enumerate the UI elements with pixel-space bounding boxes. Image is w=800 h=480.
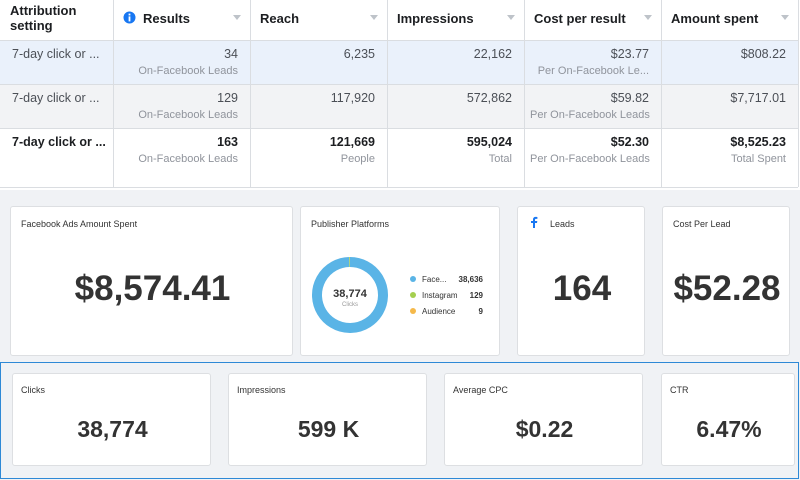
info-icon [123, 11, 136, 24]
table-cell-value: 163 [217, 135, 238, 149]
legend-value: 38,636 [459, 275, 484, 284]
facebook-glyph [531, 216, 538, 228]
table-cell-subtext: Per On-Facebook Le... [537, 65, 649, 77]
card-title: Impressions [237, 385, 286, 395]
table-cell-value: 34 [224, 47, 238, 61]
selected-section [0, 362, 799, 479]
table-row [0, 84, 798, 128]
column-header[interactable]: Cost per result [534, 11, 626, 26]
metric-card: Clicks 38,774 [12, 373, 211, 466]
info-stem [128, 16, 131, 22]
card-title: Clicks [21, 385, 45, 395]
caret-shape [370, 15, 378, 20]
info-dot [128, 13, 131, 16]
table-cell-subtext: Per On-Facebook Leads [530, 153, 650, 165]
sort-caret[interactable] [643, 14, 653, 22]
table-cell-value: 7-day click or ... [12, 135, 106, 149]
table-cell-value: 129 [217, 91, 238, 105]
metric-card: Impressions 599 K [228, 373, 427, 466]
chart-card: Publisher Platforms Face... 38,636 Instagra… [300, 206, 500, 356]
donut-slice [312, 257, 388, 333]
card-title: Cost Per Lead [673, 219, 731, 229]
card-value: 38,774 [77, 416, 148, 442]
metric-card: Leads 164 [517, 206, 645, 356]
table-row [0, 128, 798, 187]
card-value: 6.47% [696, 416, 762, 442]
donut-center-label: Clicks [342, 302, 358, 308]
table-cell-subtext: On-Facebook Leads [138, 65, 238, 77]
caret-shape [507, 15, 515, 20]
facebook-icon [531, 216, 538, 228]
column-header[interactable]: Impressions [397, 11, 474, 26]
column-divider [798, 0, 799, 187]
card-value: $52.28 [673, 269, 781, 308]
table-cell-value: 7-day click or ... [12, 47, 100, 61]
table-cell-value: $7,717.01 [730, 91, 786, 105]
column-divider [387, 0, 388, 187]
sort-caret[interactable] [232, 14, 242, 22]
table-cell-value: 595,024 [466, 135, 512, 149]
sort-caret[interactable] [780, 14, 790, 22]
legend-value: 129 [470, 291, 484, 300]
column-header[interactable]: Reach [260, 11, 300, 26]
column-header[interactable]: Amount spent [671, 11, 759, 26]
chart-title: Publisher Platforms [311, 219, 390, 229]
legend-value: 9 [479, 307, 484, 316]
sort-caret[interactable] [506, 14, 516, 22]
metric-card: Cost Per Lead $52.28 [662, 206, 790, 356]
column-divider [524, 0, 525, 187]
table-cell-value: $52.30 [610, 135, 649, 149]
card-title: Facebook Ads Amount Spent [21, 219, 138, 229]
metric-card: Facebook Ads Amount Spent $8,574.41 [10, 206, 293, 356]
legend-swatch [410, 308, 416, 314]
card-title: Leads [550, 219, 575, 229]
column-header[interactable]: Results [143, 11, 190, 26]
column-header[interactable]: Attribution setting [10, 3, 77, 33]
legend-label: Instagram [422, 291, 458, 300]
table-cell-subtext: People [340, 153, 375, 165]
card-title: CTR [670, 385, 689, 395]
caret-shape [233, 15, 241, 20]
table-cell-subtext: Total [488, 153, 512, 165]
column-divider [250, 0, 251, 187]
card-value: $0.22 [515, 416, 574, 442]
legend-swatch [410, 276, 416, 282]
table-row [0, 40, 798, 84]
legend-label: Audience [422, 307, 456, 316]
table-cell-value: $23.77 [610, 47, 649, 61]
legend-label: Face... [422, 275, 446, 284]
caret-shape [644, 15, 652, 20]
metric-card: CTR 6.47% [661, 373, 795, 466]
column-divider [661, 0, 662, 187]
table-cell-value: 22,162 [473, 47, 512, 61]
table-bottom-border [0, 187, 798, 188]
table-cell-value: $8,525.23 [730, 135, 786, 149]
table-cell-value: 7-day click or ... [12, 91, 100, 105]
sort-caret[interactable] [369, 14, 379, 22]
table-cell-subtext: On-Facebook Leads [138, 153, 238, 165]
table-cell-value: 117,920 [330, 91, 375, 105]
table-cell-subtext: On-Facebook Leads [138, 109, 238, 121]
legend-swatch [410, 292, 416, 298]
card-value: 599 K [297, 416, 360, 442]
table-cell-value: 121,669 [329, 135, 375, 149]
table-cell-value: 6,235 [343, 47, 375, 61]
table-cell-value: 572,862 [466, 91, 512, 105]
table-cell-subtext: Per On-Facebook Leads [530, 109, 650, 121]
table-cell-subtext: Total Spent [730, 153, 786, 165]
card-value: $8,574.41 [74, 269, 231, 308]
table-cell-value: $59.82 [610, 91, 649, 105]
card-value: 164 [552, 269, 612, 308]
column-divider [113, 0, 114, 187]
table-cell-value: $808.22 [740, 47, 786, 61]
card-title: Average CPC [453, 385, 508, 395]
metric-card: Average CPC $0.22 [444, 373, 643, 466]
caret-shape [781, 15, 789, 20]
donut-center-value: 38,774 [333, 288, 368, 300]
